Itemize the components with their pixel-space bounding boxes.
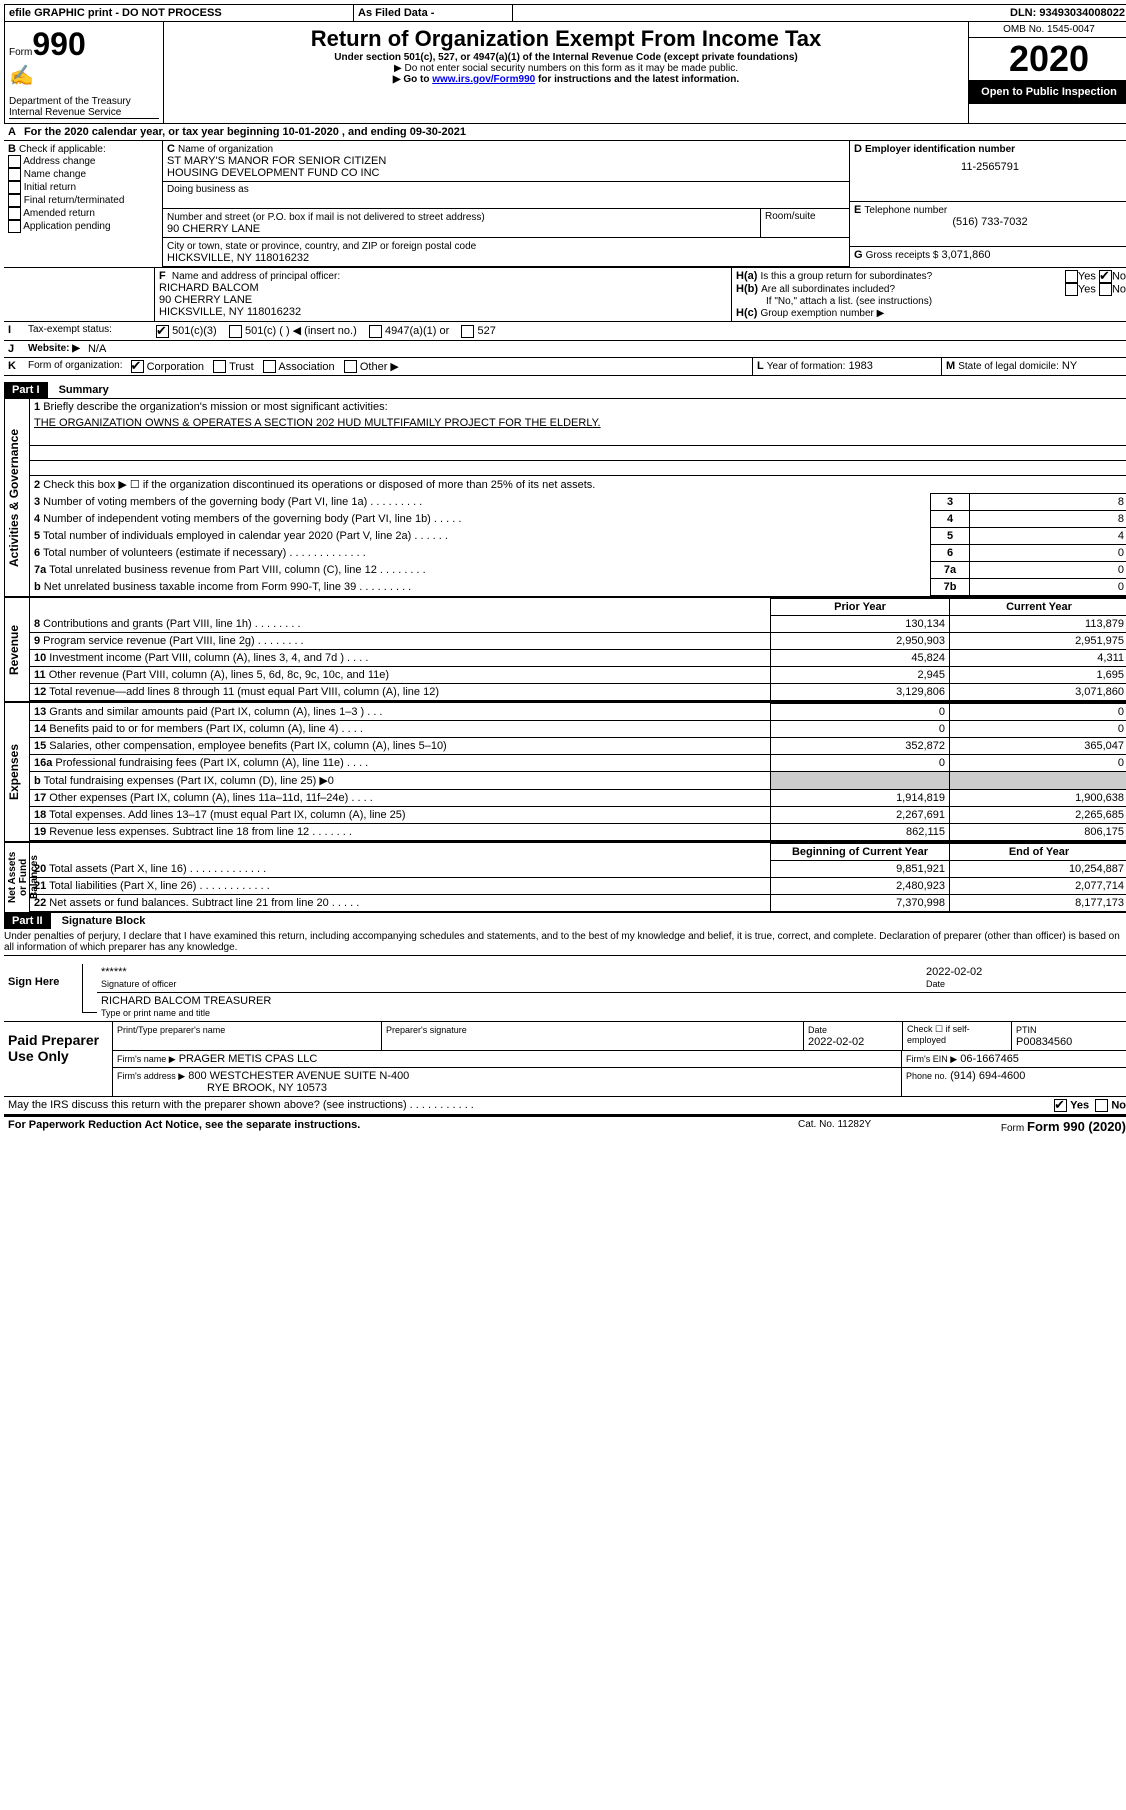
footer: For Paperwork Reduction Act Notice, see … — [4, 1115, 1126, 1136]
summary-line: 7a Total unrelated business revenue from… — [30, 562, 1126, 579]
vlabel-exp: Expenses — [5, 703, 23, 841]
section-deg: D Employer identification number 11-2565… — [849, 141, 1126, 267]
paid-preparer-label: Paid Preparer Use Only — [4, 1022, 112, 1096]
summary-line: 18 Total expenses. Add lines 13–17 (must… — [30, 807, 1126, 824]
form-number: 990 — [32, 26, 85, 62]
part1-header: Part I Summary — [4, 382, 1126, 398]
section-fh: F Name and address of principal officer:… — [4, 267, 1126, 322]
vlabel-ag: Activities & Governance — [5, 399, 23, 596]
checkbox-row: Application pending — [8, 220, 158, 233]
irs-link[interactable]: www.irs.gov/Form990 — [432, 74, 535, 85]
ein-value: 11-2565791 — [854, 161, 1126, 173]
summary-line: 12 Total revenue—add lines 8 through 11 … — [30, 684, 1126, 701]
summary-line: 19 Revenue less expenses. Subtract line … — [30, 824, 1126, 841]
form-header: Form990 ✍ Department of the Treasury Int… — [4, 22, 1126, 124]
checkbox-row: Initial return — [8, 181, 158, 194]
efile-text: efile GRAPHIC print - DO NOT PROCESS — [5, 5, 354, 21]
summary-line: 20 Total assets (Part X, line 16) . . . … — [30, 861, 1126, 878]
form-label: Form — [9, 47, 32, 58]
checkbox-row: Address change — [8, 155, 158, 168]
summary-line: 17 Other expenses (Part IX, column (A), … — [30, 790, 1126, 807]
efile-bar: efile GRAPHIC print - DO NOT PROCESS As … — [4, 4, 1126, 22]
part1-body: Activities & Governance 1 Briefly descri… — [4, 398, 1126, 597]
summary-line: 15 Salaries, other compensation, employe… — [30, 738, 1126, 755]
summary-line: 22 Net assets or fund balances. Subtract… — [30, 895, 1126, 912]
dept-treasury: Department of the Treasury — [9, 96, 159, 107]
checkbox-row: Amended return — [8, 207, 158, 220]
summary-line: 3 Number of voting members of the govern… — [30, 494, 1126, 511]
checkbox-row: Name change — [8, 168, 158, 181]
summary-line: 16a Professional fundraising fees (Part … — [30, 755, 1126, 772]
summary-line: 21 Total liabilities (Part X, line 26) .… — [30, 878, 1126, 895]
dln: DLN: 93493034008022 — [1006, 5, 1126, 21]
part1-exp: Expenses 13 Grants and similar amounts p… — [4, 702, 1126, 842]
part1-rev: Revenue Prior Year Current Year8 Contrib… — [4, 597, 1126, 702]
section-klm: K Form of organization: Corporation Trus… — [4, 358, 1126, 377]
section-a: A For the 2020 calendar year, or tax yea… — [4, 124, 1126, 141]
summary-line: 5 Total number of individuals employed i… — [30, 528, 1126, 545]
checkbox-row: Final return/terminated — [8, 194, 158, 207]
irs-label: Internal Revenue Service — [9, 107, 159, 119]
sign-here-block: Sign Here ******Signature of officer 202… — [4, 956, 1126, 1022]
section-c: C Name of organization ST MARY'S MANOR F… — [163, 141, 849, 267]
summary-line: 13 Grants and similar amounts paid (Part… — [30, 704, 1126, 721]
section-b: B Check if applicable: Address change Na… — [4, 141, 163, 267]
vlabel-rev: Revenue — [5, 598, 23, 701]
summary-line: 6 Total number of volunteers (estimate i… — [30, 545, 1126, 562]
summary-line: 14 Benefits paid to or for members (Part… — [30, 721, 1126, 738]
summary-line: 11 Other revenue (Part VIII, column (A),… — [30, 667, 1126, 684]
mission-text: THE ORGANIZATION OWNS & OPERATES A SECTI… — [30, 415, 1126, 431]
section-h: H(a) Is this a group return for subordin… — [732, 268, 1126, 321]
tax-year: 2020 — [969, 38, 1126, 80]
summary-line: 9 Program service revenue (Part VIII, li… — [30, 633, 1126, 650]
part2-header: Part II Signature Block — [4, 913, 1126, 929]
summary-line: 10 Investment income (Part VIII, column … — [30, 650, 1126, 667]
asfiled-text: As Filed Data - — [354, 5, 513, 21]
summary-line: b Net unrelated business taxable income … — [30, 579, 1126, 596]
vlabel-na: Net Assets or Fund Balances — [5, 843, 42, 912]
form-title: Return of Organization Exempt From Incom… — [168, 26, 964, 52]
summary-line: 8 Contributions and grants (Part VIII, l… — [30, 616, 1126, 633]
omb-number: OMB No. 1545-0047 — [969, 22, 1126, 38]
paid-preparer-block: Paid Preparer Use Only Print/Type prepar… — [4, 1022, 1126, 1097]
goto-note: ▶ Go to www.irs.gov/Form990 for instruct… — [168, 74, 964, 85]
section-i: I Tax-exempt status: 501(c)(3) 501(c) ( … — [4, 322, 1126, 341]
summary-line: 4 Number of independent voting members o… — [30, 511, 1126, 528]
summary-line: b Total fundraising expenses (Part IX, c… — [30, 772, 1126, 790]
discuss-row: May the IRS discuss this return with the… — [4, 1097, 1126, 1115]
identity-block: B Check if applicable: Address change Na… — [4, 141, 1126, 267]
open-public-badge: Open to Public Inspection — [969, 80, 1126, 104]
form-subtitle: Under section 501(c), 527, or 4947(a)(1)… — [168, 52, 964, 63]
section-f: F Name and address of principal officer:… — [155, 268, 732, 321]
section-j: J Website: ▶ N/A — [4, 341, 1126, 358]
part1-na: Net Assets or Fund Balances Beginning of… — [4, 842, 1126, 913]
phone-value: (516) 733-7032 — [854, 216, 1126, 228]
ssn-note: ▶ Do not enter social security numbers o… — [168, 63, 964, 74]
sign-here-label: Sign Here — [4, 956, 82, 1021]
perjury-text: Under penalties of perjury, I declare th… — [4, 929, 1126, 956]
gross-receipts: 3,071,860 — [942, 249, 991, 261]
